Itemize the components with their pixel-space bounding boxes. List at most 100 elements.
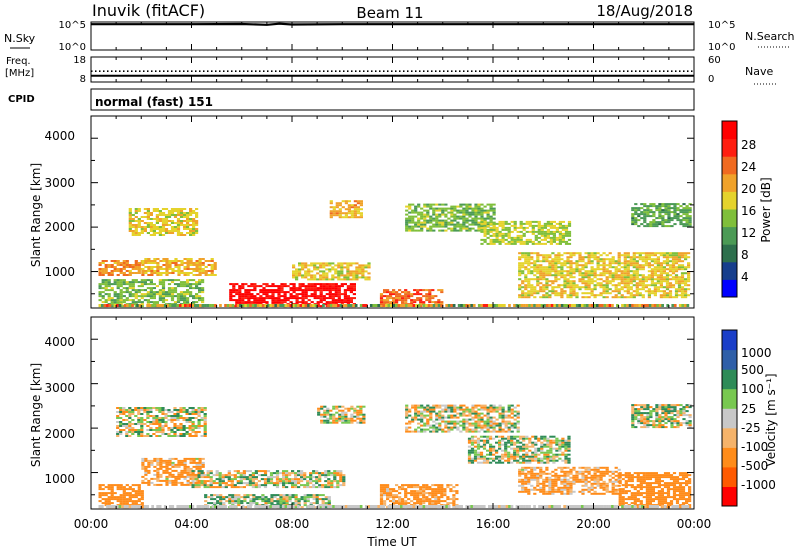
power-cell (292, 287, 296, 290)
power-cell (641, 280, 645, 283)
power-cell (569, 266, 573, 269)
velocity-cell (338, 419, 342, 422)
power-cell (134, 234, 138, 236)
power-cell (554, 258, 558, 261)
velocity-cell (179, 411, 183, 413)
power-cell (195, 220, 199, 222)
power-cell (602, 270, 606, 273)
power-cell (165, 270, 169, 272)
power-cell (542, 266, 546, 269)
velocity-cell (236, 486, 240, 489)
power-cell (229, 289, 233, 292)
power-cell (328, 293, 332, 296)
power-cell (665, 288, 670, 291)
velocity-cell (131, 409, 135, 411)
velocity-cell (336, 486, 340, 489)
power-cell (667, 209, 671, 212)
power-cell (648, 304, 652, 307)
power-cell (586, 304, 589, 307)
velocity-cell (285, 500, 289, 503)
power-cell (295, 295, 299, 298)
power-cell (329, 304, 333, 307)
power-cell (521, 286, 525, 289)
power-cell (101, 301, 105, 304)
power-cell (195, 268, 199, 270)
power-cell (417, 217, 421, 220)
power-cell (536, 256, 540, 259)
power-cell (153, 266, 157, 268)
power-cell (128, 228, 132, 230)
power-cell (567, 220, 572, 223)
power-cell (177, 266, 181, 268)
velocity-cell (282, 470, 286, 473)
power-cell (664, 219, 668, 222)
velocity-cell (222, 498, 226, 501)
velocity-cell (122, 494, 126, 497)
velocity-cell (440, 488, 444, 491)
power-cell (331, 295, 335, 298)
velocity-cell (294, 502, 298, 505)
velocity-cell (116, 435, 120, 437)
power-cell (632, 280, 636, 283)
power-cell (113, 281, 117, 284)
power-cell (414, 211, 418, 214)
power-cell (533, 266, 537, 269)
power-cell (186, 224, 190, 226)
power-cell (286, 297, 290, 300)
power-cell (453, 229, 457, 232)
power-cell (441, 207, 445, 210)
velocity-cell (171, 461, 175, 464)
power-cell (179, 212, 184, 214)
power-cell (665, 262, 670, 265)
power-cell (575, 252, 579, 255)
power-cell (367, 262, 371, 265)
power-cell (379, 297, 384, 300)
power-cell (423, 213, 427, 216)
power-cell (180, 262, 184, 264)
velocity-cell (339, 484, 343, 487)
velocity-cell (413, 494, 417, 497)
velocity-cell (183, 467, 187, 470)
velocity-cell (231, 494, 235, 497)
power-cell (125, 297, 129, 300)
velocity-cell (188, 419, 192, 421)
velocity-cell (309, 480, 313, 483)
power-cell (581, 260, 585, 263)
power-cell (549, 220, 553, 223)
power-cell (123, 304, 127, 307)
velocity-cell (323, 415, 327, 418)
velocity-cell (173, 417, 177, 419)
power-cell (650, 278, 654, 281)
power-cell (587, 278, 591, 281)
power-cell (183, 224, 187, 226)
power-cell (587, 286, 591, 289)
power-cell (158, 212, 162, 214)
power-cell (456, 211, 460, 214)
power-cell (140, 283, 144, 286)
power-cell (331, 278, 335, 281)
power-cell (158, 210, 162, 212)
power-cell (307, 278, 311, 281)
velocity-cell (146, 429, 150, 431)
power-cell (134, 260, 138, 262)
power-cell (587, 270, 591, 273)
power-cell (250, 283, 254, 286)
velocity-cell (422, 498, 426, 501)
velocity-cell (252, 498, 256, 501)
power-cell (183, 272, 187, 274)
power-cell (310, 289, 314, 292)
power-cell (536, 252, 540, 255)
power-cell (641, 274, 645, 277)
power-cell (244, 297, 248, 300)
power-cell (680, 276, 685, 279)
power-cell (280, 287, 284, 290)
power-cell (477, 221, 481, 224)
power-cell (542, 258, 546, 261)
power-cell (542, 272, 546, 275)
power-cell (620, 254, 624, 257)
power-cell (292, 264, 296, 267)
velocity-cell (420, 430, 424, 433)
power-cell (408, 205, 412, 208)
power-cell (513, 228, 517, 231)
power-cell (640, 213, 644, 216)
